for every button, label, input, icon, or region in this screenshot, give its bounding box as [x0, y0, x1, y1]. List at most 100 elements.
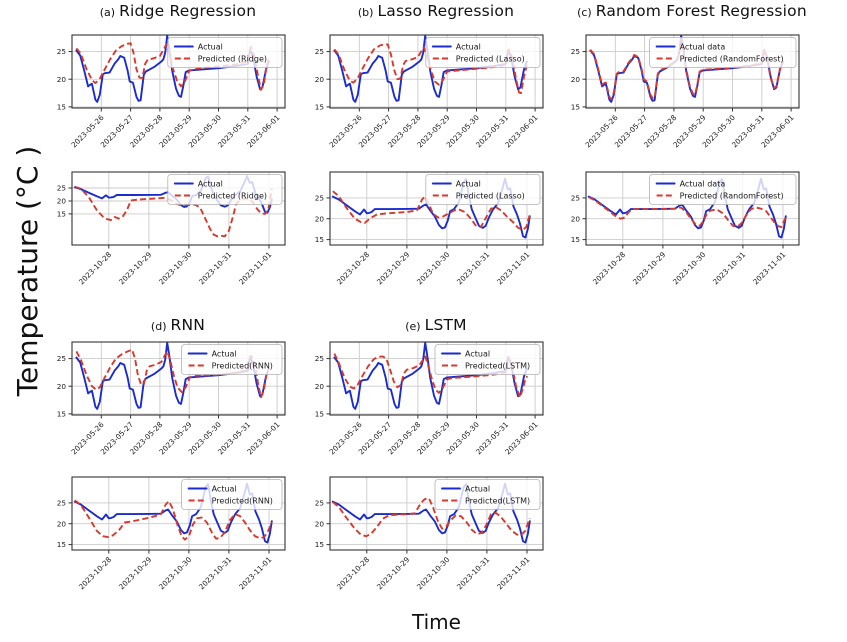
- legend-label-actual: Actual: [465, 484, 490, 493]
- x-tick-label: 2023-11-01: [495, 555, 531, 591]
- legend-box: [181, 479, 283, 510]
- x-tick-label: 2023-10-29: [117, 555, 154, 592]
- plot-b-oct: 2023-10-28 2023-10-29 2023-10-30 2023-10-31…: [315, 171, 544, 287]
- axes-frame: [585, 171, 800, 246]
- axes-frame: [71, 476, 286, 551]
- y-tick-label: 25: [57, 184, 66, 193]
- y-tick-label: 25: [315, 354, 324, 363]
- plot-d-may: 2023-05-262023-05-272023-05-282023-05-29…: [57, 341, 286, 456]
- x-tick-label: 2023-10-29: [375, 250, 412, 287]
- plot-b-may: 2023-05-262023-05-272023-05-282023-05-29…: [315, 34, 544, 149]
- y-tick-label: 20: [571, 75, 581, 84]
- x-tick-label: 2023-11-01: [751, 250, 787, 286]
- y-tick-label: 20: [315, 75, 325, 84]
- y-tick-label: 15: [57, 540, 66, 549]
- y-tick-label: 15: [315, 103, 324, 112]
- x-tick-label: 2023-10-29: [375, 555, 412, 592]
- legend-label-actual: Actual: [198, 42, 223, 51]
- y-tick-label: 25: [571, 194, 580, 203]
- x-tick-label: 2023-11-01: [495, 250, 531, 286]
- y-tick-label: 25: [57, 47, 66, 56]
- legend-label-actual: Actual: [465, 349, 490, 358]
- y-tick-label: 25: [57, 354, 66, 363]
- y-tick-label: 15: [571, 235, 580, 244]
- plot-c-may: 2023-05-262023-05-272023-05-282023-05-29…: [571, 34, 800, 149]
- panel-label: (b): [357, 6, 374, 19]
- legend-label-predicted: Predicted (Lasso): [456, 54, 525, 63]
- plot-a-may: 2023-05-262023-05-272023-05-282023-05-29…: [57, 34, 286, 149]
- plot-e-may: 2023-05-262023-05-272023-05-282023-05-29…: [315, 341, 544, 456]
- legend-label-actual: Actual data: [680, 42, 726, 51]
- x-tick-label: 2023-10-30: [671, 250, 708, 287]
- y-tick-label: 25: [315, 194, 324, 203]
- legend-label-predicted: Predicted(LSTM): [465, 496, 530, 505]
- panel-name: Ridge Regression: [119, 2, 257, 20]
- x-tick-label: 2023-10-30: [415, 555, 452, 592]
- panel-title-a: (a) Ridge Regression: [28, 1, 328, 20]
- x-tick-label: 2023-10-31: [197, 555, 233, 591]
- x-tick-label: 2023-10-31: [197, 250, 233, 286]
- axes-frame: [585, 34, 800, 109]
- legend-box: [649, 37, 797, 68]
- legend-box: [425, 37, 541, 68]
- legend-label-predicted: Predicted(RNN): [212, 361, 273, 370]
- x-tick-label: 2023-10-29: [117, 250, 154, 287]
- y-tick-label: 20: [315, 214, 325, 223]
- predicted-line: [588, 196, 787, 229]
- axes-frame: [329, 34, 544, 109]
- axes-frame: [329, 171, 544, 246]
- plot-c-oct: 2023-10-28 2023-10-29 2023-10-30 2023-10-31…: [571, 171, 800, 287]
- legend-box: [649, 174, 797, 205]
- y-tick-label: 20: [315, 382, 325, 391]
- axes-frame: [71, 34, 286, 109]
- x-tick-label: 2023-10-28: [77, 555, 114, 592]
- predicted-line: [332, 497, 531, 538]
- y-tick-label: 15: [57, 103, 66, 112]
- legend-box: [425, 174, 541, 205]
- legend-box: [434, 344, 541, 375]
- x-tick-label: 2023-10-31: [711, 250, 747, 286]
- axes-frame: [329, 476, 544, 551]
- legend-box: [167, 174, 283, 205]
- panel-name: LSTM: [424, 316, 467, 334]
- x-tick-label: 2023-10-30: [157, 250, 194, 287]
- x-tick-label: 2023-10-28: [77, 250, 114, 287]
- x-tick-label: 2023-10-29: [631, 250, 668, 287]
- plot-a-oct: 2023-10-28 2023-10-29 2023-10-30 2023-10-31…: [57, 171, 286, 287]
- legend-label-predicted: Predicted (Lasso): [456, 191, 525, 200]
- plot-e-oct: 2023-10-28 2023-10-29 2023-10-30 2023-10-31…: [315, 476, 544, 592]
- predicted-line: [75, 42, 270, 91]
- legend-label-actual: Actual: [456, 42, 481, 51]
- predicted-line: [74, 499, 273, 541]
- x-tick-label: 2023-10-31: [455, 555, 491, 591]
- legend-label-predicted: Predicted(RNN): [212, 496, 273, 505]
- panel-name: Random Forest Regression: [595, 2, 807, 20]
- legend-box: [181, 344, 283, 375]
- panel-name: Lasso Regression: [377, 2, 515, 20]
- legend-label-actual: Actual: [212, 349, 237, 358]
- x-tick-label: 2023-10-28: [335, 250, 372, 287]
- x-tick-label: 2023-11-01: [237, 555, 273, 591]
- legend-box: [167, 37, 283, 68]
- y-tick-label: 20: [57, 382, 67, 391]
- legend-label-actual: Actual: [198, 179, 223, 188]
- panel-label: (a): [99, 6, 116, 19]
- y-tick-label: 20: [57, 75, 67, 84]
- legend-label-predicted: Predicted (RandomForest): [680, 191, 784, 200]
- y-tick-label: 20: [57, 519, 67, 528]
- panel-label: (e): [405, 320, 421, 333]
- axes-frame: [329, 341, 544, 416]
- x-axis-label: Time: [412, 610, 461, 634]
- panel-title-b: (b) Lasso Regression: [286, 1, 586, 20]
- y-tick-label: 15: [571, 103, 580, 112]
- panel-name: RNN: [170, 316, 206, 334]
- legend-label-actual: Actual: [456, 179, 481, 188]
- plot-d-oct: 2023-10-28 2023-10-29 2023-10-30 2023-10-31…: [57, 476, 286, 592]
- panel-label: (d): [150, 320, 167, 333]
- panel-label: (c): [577, 6, 592, 19]
- legend-label-actual: Actual: [212, 484, 237, 493]
- y-tick-label: 15: [315, 235, 324, 244]
- y-tick-label: 25: [315, 47, 324, 56]
- predicted-line: [75, 348, 270, 399]
